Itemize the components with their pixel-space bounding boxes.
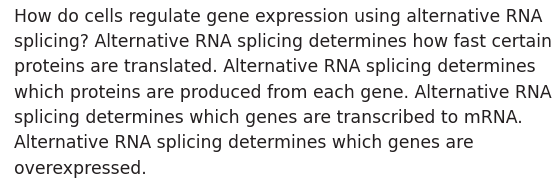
Text: splicing? Alternative RNA splicing determines how fast certain: splicing? Alternative RNA splicing deter…: [14, 33, 552, 51]
Text: How do cells regulate gene expression using alternative RNA: How do cells regulate gene expression us…: [14, 8, 542, 26]
Text: proteins are translated. Alternative RNA splicing determines: proteins are translated. Alternative RNA…: [14, 58, 536, 76]
Text: overexpressed.: overexpressed.: [14, 160, 147, 178]
Text: splicing determines which genes are transcribed to mRNA.: splicing determines which genes are tran…: [14, 109, 523, 127]
Text: Alternative RNA splicing determines which genes are: Alternative RNA splicing determines whic…: [14, 134, 474, 152]
Text: which proteins are produced from each gene. Alternative RNA: which proteins are produced from each ge…: [14, 84, 551, 102]
